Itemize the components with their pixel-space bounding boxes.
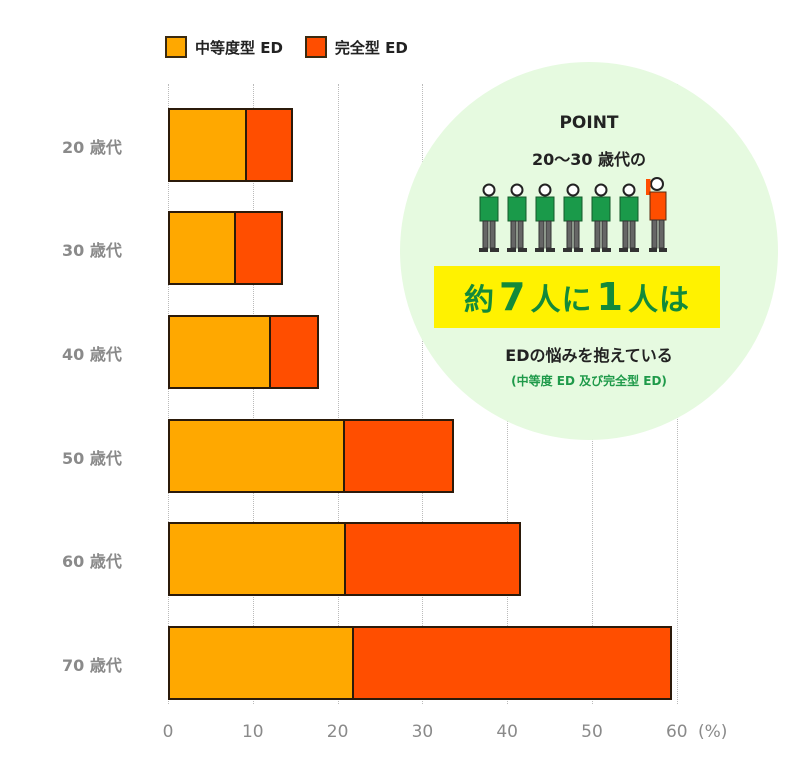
row-label: 50 歳代 [62, 449, 122, 468]
person-icon [506, 183, 528, 257]
bar-segment-complete [268, 317, 317, 387]
row-label: 30 歳代 [62, 241, 122, 260]
legend-swatch-moderate [165, 36, 187, 58]
point-highlight-box: 約 7 人に 1 人は [434, 266, 720, 328]
point-line2: (中等度 ED 及び完全型 ED) [511, 374, 667, 388]
person-icon [478, 183, 500, 257]
x-tick-label: 60 [665, 722, 688, 742]
point-line1: EDの悩みを抱えている [505, 346, 673, 365]
stacked-bar [168, 315, 319, 389]
highlight-prefix: 約 [464, 283, 496, 318]
gridline [422, 84, 424, 704]
person-icon [590, 183, 612, 257]
legend-label-moderate: 中等度型 ED [195, 38, 283, 57]
point-subtitle: 20〜30 歳代の [531, 150, 647, 169]
legend-item-complete: 完全型 ED [304, 36, 408, 58]
bar-segment-moderate [170, 628, 353, 698]
highlight-suffix: 人は [627, 283, 690, 318]
row-label: 40 歳代 [62, 345, 122, 364]
stacked-bar [168, 211, 284, 285]
x-tick-label: 20 [326, 722, 349, 742]
x-tick-label: 0 [162, 722, 174, 742]
stacked-bar [168, 522, 521, 596]
bar-segment-complete [245, 110, 291, 180]
chart-legend: 中等度型 ED 完全型 ED [165, 36, 408, 58]
stacked-bar [168, 108, 293, 182]
bar-segment-moderate [170, 213, 235, 283]
bar-segment-moderate [170, 524, 345, 594]
person-icon [534, 183, 556, 257]
bar-segment-complete [234, 213, 282, 283]
gridline [168, 84, 169, 704]
stacked-bar [168, 419, 454, 493]
bar-segment-complete [342, 421, 452, 491]
stacked-bar [168, 626, 672, 700]
x-tick-label: 30 [411, 722, 434, 742]
x-tick-label: 40 [496, 722, 519, 742]
row-label: 70 歳代 [62, 656, 122, 675]
person-icon [562, 183, 584, 257]
x-axis-unit: (%) [698, 722, 728, 742]
legend-label-complete: 完全型 ED [334, 38, 408, 57]
people-illustration [478, 175, 670, 257]
bar-segment-moderate [170, 317, 269, 387]
gridline [337, 84, 339, 704]
bar-segment-moderate [170, 421, 343, 491]
highlight-mid: 人に [530, 283, 593, 318]
bar-segment-moderate [170, 110, 246, 180]
x-tick-label: 10 [241, 722, 264, 742]
bar-segment-complete [344, 524, 519, 594]
highlight-number-seven: 7 [499, 275, 527, 319]
legend-swatch-complete [304, 36, 327, 58]
highlight-number-one: 1 [596, 275, 624, 319]
x-tick-label: 50 [581, 722, 603, 742]
point-callout-circle [400, 62, 778, 440]
legend-item-moderate: 中等度型 ED [165, 36, 283, 58]
person-highlighted-icon [645, 175, 670, 257]
bar-segment-complete [352, 628, 670, 698]
row-label: 60 歳代 [62, 552, 122, 571]
point-title: POINT [559, 113, 619, 133]
gridline [252, 84, 254, 704]
person-icon [618, 183, 640, 257]
row-label: 20 歳代 [62, 138, 122, 157]
